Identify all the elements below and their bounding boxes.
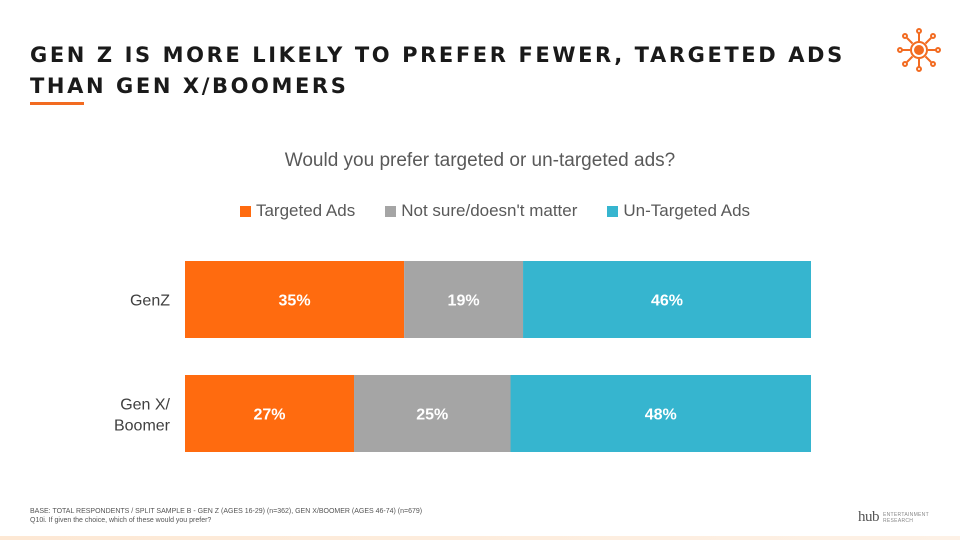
chart-title: Would you prefer targeted or un-targeted… [284, 150, 676, 171]
legend-item-not-sure: Not sure/doesn't matter [385, 201, 577, 221]
category-label-gen-x-boomer: Gen X/Boomer [114, 397, 171, 435]
legend-swatch-not-sure [385, 205, 397, 217]
logo-wordmark: hub [858, 509, 880, 525]
legend-label-untargeted: Un-Targeted Ads [623, 201, 751, 220]
logo-subtitle-line-2: RESEARCH [883, 517, 914, 524]
bar-targeted-ads-genz [185, 261, 405, 338]
slide-title-line-2: THAN GEN X/BOOMERS [30, 74, 349, 98]
category-label-genz: GenZ [130, 293, 170, 310]
legend-item-targeted: Targeted Ads [239, 201, 356, 221]
legend-item-untargeted: Un-Targeted Ads [607, 201, 750, 221]
data-label-not-sure-doesn-t-matter-genz: 19% [448, 293, 480, 310]
footnote-base: BASE: TOTAL RESPONDENTS / SPLIT SAMPLE B… [30, 508, 423, 515]
data-label-targeted-ads-genz: 35% [279, 293, 311, 310]
hub-logo: hub ENTERTAINMENT RESEARCH [858, 509, 929, 526]
data-label-not-sure-doesn-t-matter-gen-x-boomer: 25% [416, 407, 448, 424]
legend-swatch-untargeted [607, 205, 619, 217]
bar-un-targeted-ads-gen-x-boomer [510, 375, 811, 452]
slide-title: GEN Z IS MORE LIKELY TO PREFER FEWER, TA… [30, 40, 850, 102]
footnote: BASE: TOTAL RESPONDENTS / SPLIT SAMPLE B… [30, 507, 422, 525]
legend-label-not-sure: Not sure/doesn't matter [401, 201, 578, 220]
bar-targeted-ads-gen-x-boomer [185, 375, 355, 452]
bar-not-sure-doesn-t-matter-genz [404, 261, 524, 338]
data-label-un-targeted-ads-genz: 46% [651, 293, 683, 310]
legend-label-targeted: Targeted Ads [255, 201, 356, 220]
chart-legend: Targeted Ads Not sure/doesn't matter Un-… [0, 201, 960, 221]
title-underline [30, 102, 84, 105]
data-label-targeted-ads-gen-x-boomer: 27% [253, 407, 285, 424]
sun-burst-icon [897, 28, 941, 72]
footer-band [0, 536, 960, 540]
logo-subtitle: ENTERTAINMENT RESEARCH [883, 512, 929, 524]
bar-un-targeted-ads-genz [523, 261, 811, 338]
slide-title-line-1: GEN Z IS MORE LIKELY TO PREFER FEWER, TA… [30, 43, 845, 67]
legend-swatch-targeted [239, 205, 251, 217]
logo-subtitle-line-1: ENTERTAINMENT [883, 511, 929, 518]
data-label-un-targeted-ads-gen-x-boomer: 48% [645, 407, 677, 424]
footnote-question: Q10i. If given the choice, which of thes… [30, 517, 212, 524]
bar-not-sure-doesn-t-matter-gen-x-boomer [354, 375, 511, 452]
